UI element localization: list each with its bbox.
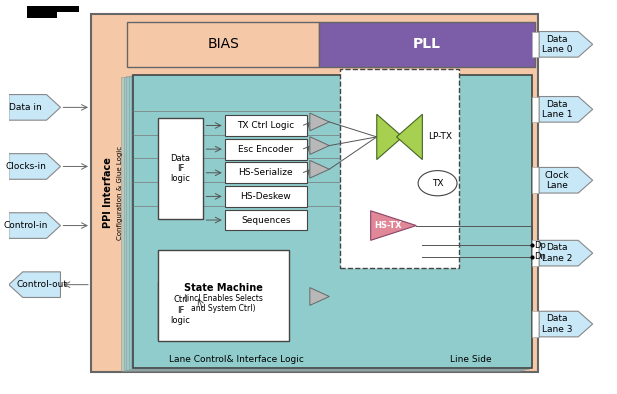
FancyBboxPatch shape: [532, 32, 539, 57]
Polygon shape: [539, 311, 593, 337]
Text: PLL: PLL: [413, 37, 441, 51]
FancyBboxPatch shape: [158, 282, 204, 339]
Polygon shape: [397, 114, 423, 160]
Text: Data
Lane 0: Data Lane 0: [542, 35, 572, 54]
Text: (incl Enables Selects
and System Ctrl): (incl Enables Selects and System Ctrl): [184, 294, 263, 313]
FancyBboxPatch shape: [319, 22, 535, 67]
Polygon shape: [9, 154, 60, 179]
Text: Configuration & Glue Logic: Configuration & Glue Logic: [117, 146, 123, 240]
FancyBboxPatch shape: [532, 167, 539, 193]
Text: HS-Deskew: HS-Deskew: [241, 192, 291, 201]
FancyBboxPatch shape: [225, 115, 307, 136]
FancyBboxPatch shape: [158, 250, 289, 341]
Text: Data
Lane 1: Data Lane 1: [542, 100, 572, 119]
Text: Dn: Dn: [534, 253, 545, 261]
Text: Clocks-in: Clocks-in: [6, 162, 46, 171]
Text: Data
Lane 2: Data Lane 2: [542, 243, 572, 263]
FancyBboxPatch shape: [532, 311, 539, 337]
Polygon shape: [377, 114, 403, 160]
FancyBboxPatch shape: [340, 69, 459, 268]
Circle shape: [418, 171, 457, 196]
FancyBboxPatch shape: [91, 14, 538, 372]
FancyBboxPatch shape: [225, 139, 307, 160]
Polygon shape: [371, 211, 416, 240]
Polygon shape: [310, 113, 329, 131]
FancyBboxPatch shape: [122, 77, 520, 371]
FancyBboxPatch shape: [128, 76, 527, 369]
Text: Data
Lane 3: Data Lane 3: [542, 314, 572, 334]
Text: Line Side: Line Side: [450, 355, 492, 364]
Polygon shape: [310, 160, 329, 178]
Text: TX Ctrl Logic: TX Ctrl Logic: [237, 121, 294, 130]
FancyBboxPatch shape: [225, 210, 307, 230]
Text: Control-in: Control-in: [4, 221, 48, 230]
FancyBboxPatch shape: [532, 240, 539, 266]
FancyBboxPatch shape: [158, 118, 204, 219]
Text: LP-TX: LP-TX: [428, 132, 452, 141]
Text: Control-out: Control-out: [17, 280, 68, 289]
Text: HS-TX: HS-TX: [374, 221, 402, 230]
Polygon shape: [9, 272, 60, 297]
Polygon shape: [9, 213, 60, 238]
Text: State Machine: State Machine: [184, 282, 263, 293]
Text: Sequences: Sequences: [241, 216, 291, 225]
Text: TX: TX: [432, 179, 444, 188]
Text: PPI Interface: PPI Interface: [103, 158, 113, 229]
Polygon shape: [310, 288, 329, 305]
Text: Data
IF
logic: Data IF logic: [170, 154, 191, 183]
Polygon shape: [539, 32, 593, 57]
FancyBboxPatch shape: [131, 75, 529, 369]
Text: Clock
Lane: Clock Lane: [544, 171, 569, 190]
Text: Lane Control& Interface Logic: Lane Control& Interface Logic: [170, 355, 304, 364]
Polygon shape: [539, 167, 593, 193]
Text: Esc Encoder: Esc Encoder: [238, 145, 293, 154]
Polygon shape: [539, 97, 593, 122]
FancyBboxPatch shape: [225, 162, 307, 183]
FancyBboxPatch shape: [126, 76, 524, 370]
Text: HS-Serialize: HS-Serialize: [238, 168, 293, 177]
Text: Data in: Data in: [9, 103, 42, 112]
FancyBboxPatch shape: [124, 77, 522, 370]
Polygon shape: [310, 137, 329, 154]
Polygon shape: [27, 6, 79, 18]
Polygon shape: [539, 240, 593, 266]
Text: Ctrl
IF
logic: Ctrl IF logic: [171, 296, 191, 325]
Polygon shape: [9, 95, 60, 120]
Text: Dp: Dp: [534, 241, 545, 249]
FancyBboxPatch shape: [225, 186, 307, 207]
Text: BIAS: BIAS: [207, 37, 239, 51]
FancyBboxPatch shape: [127, 22, 319, 67]
FancyBboxPatch shape: [133, 75, 532, 368]
FancyBboxPatch shape: [532, 97, 539, 122]
